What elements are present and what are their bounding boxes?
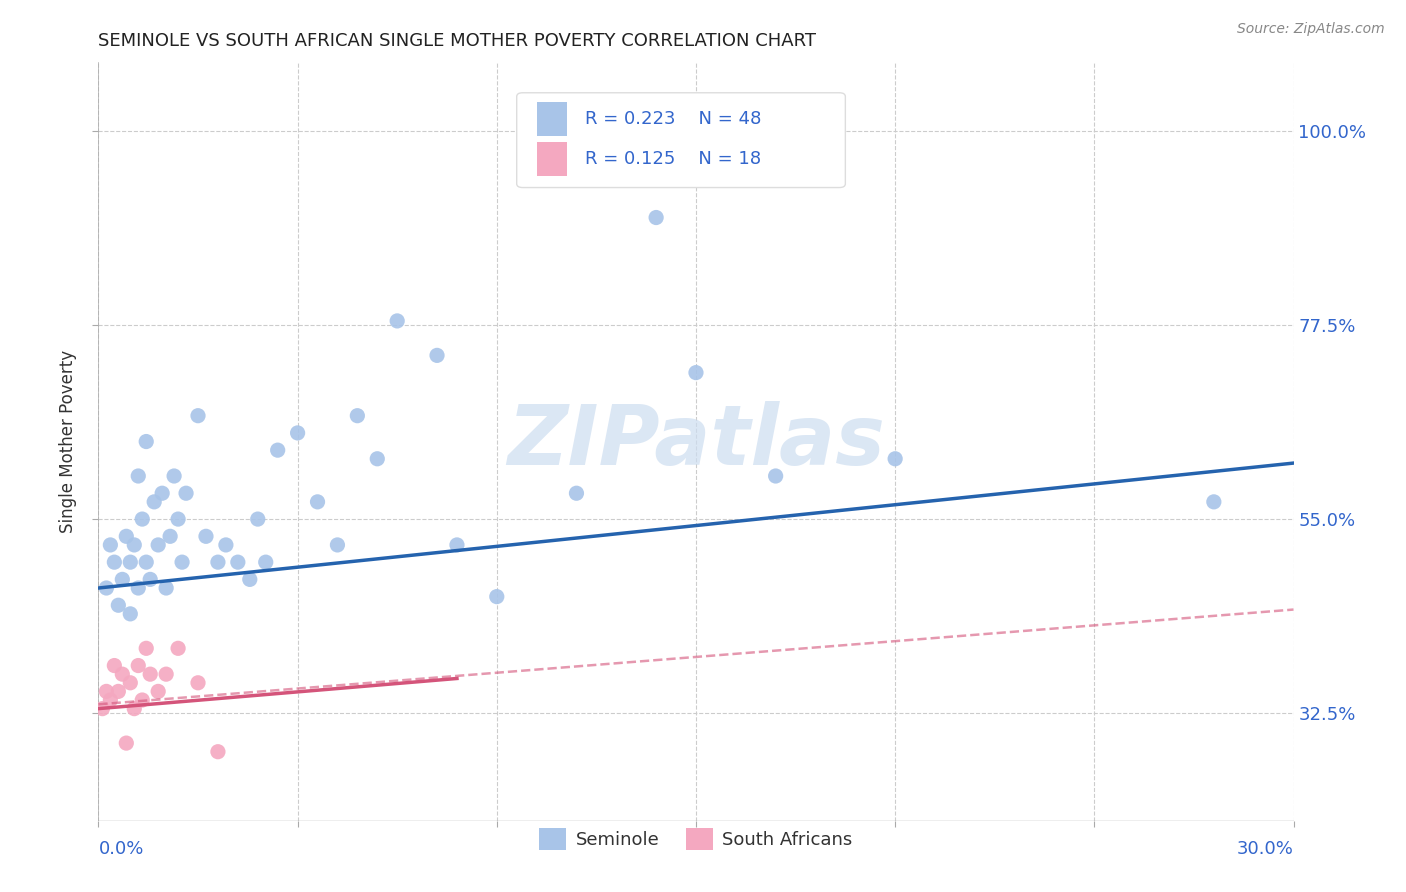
Point [115,736,138,750]
Point [485,590,508,604]
Point [127,581,149,595]
Point [167,512,190,526]
Point [155,581,177,595]
Point [131,693,153,707]
Point [135,641,157,656]
Point [385,314,409,328]
Text: 30.0%: 30.0% [1237,839,1294,857]
Point [884,451,907,466]
Point [96,581,118,595]
FancyBboxPatch shape [537,103,567,136]
Point [685,366,707,380]
Point [446,538,468,552]
Point [111,573,134,587]
Point [226,555,249,569]
Point [139,573,162,587]
Point [120,607,142,621]
Point [155,667,177,681]
Point [326,538,349,552]
Point [159,529,181,543]
Point [150,486,173,500]
Point [139,667,162,681]
Y-axis label: Single Mother Poverty: Single Mother Poverty [59,350,77,533]
Text: 0.0%: 0.0% [98,839,143,857]
Text: ZIPatlas: ZIPatlas [508,401,884,482]
Point [98,538,122,552]
Point [187,409,209,423]
Point [120,675,142,690]
Point [131,512,153,526]
Point [148,538,170,552]
Point [207,745,229,759]
Text: R = 0.125    N = 18: R = 0.125 N = 18 [585,150,761,168]
Point [98,693,122,707]
Text: SEMINOLE VS SOUTH AFRICAN SINGLE MOTHER POVERTY CORRELATION CHART: SEMINOLE VS SOUTH AFRICAN SINGLE MOTHER … [98,32,817,50]
Legend: Seminole, South Africans: Seminole, South Africans [531,821,860,857]
Point [96,684,118,698]
Point [124,701,146,715]
Point [346,409,368,423]
Point [187,675,209,690]
Point [135,555,157,569]
Point [103,555,125,569]
Point [163,469,186,483]
Text: Source: ZipAtlas.com: Source: ZipAtlas.com [1237,22,1385,37]
FancyBboxPatch shape [517,93,845,187]
Point [307,495,329,509]
Point [124,538,146,552]
Point [565,486,588,500]
Point [267,443,290,458]
Point [765,469,787,483]
Point [107,599,129,613]
Point [127,658,149,673]
Point [195,529,218,543]
Point [107,684,129,698]
Point [143,495,166,509]
Point [366,451,388,466]
Point [174,486,197,500]
Point [254,555,277,569]
Point [120,555,142,569]
Point [426,348,449,362]
Point [246,512,269,526]
Point [148,684,170,698]
Point [172,555,194,569]
Point [103,658,125,673]
Point [645,211,668,225]
Point [115,529,138,543]
Point [207,555,229,569]
Point [135,434,157,449]
Point [167,641,190,656]
Point [239,573,262,587]
Text: R = 0.223    N = 48: R = 0.223 N = 48 [585,111,761,128]
Point [127,469,149,483]
Point [215,538,238,552]
Point [91,701,114,715]
Point [287,425,309,440]
Point [111,667,134,681]
Point [1202,495,1225,509]
FancyBboxPatch shape [537,142,567,176]
